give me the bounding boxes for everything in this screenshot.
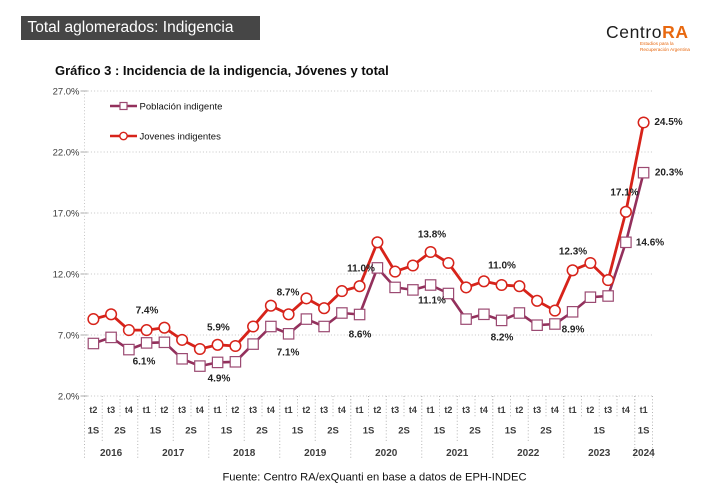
svg-text:2024: 2024 <box>632 448 655 459</box>
svg-text:2S: 2S <box>256 425 268 436</box>
svg-text:CentroRA: CentroRA <box>606 22 689 42</box>
svg-text:13.8%: 13.8% <box>418 230 446 241</box>
svg-text:2020: 2020 <box>375 448 398 459</box>
svg-text:2S: 2S <box>327 425 339 436</box>
svg-text:t3: t3 <box>320 405 328 415</box>
svg-text:t4: t4 <box>338 405 346 415</box>
svg-text:1S: 1S <box>150 425 162 436</box>
svg-text:t3: t3 <box>249 405 257 415</box>
svg-text:2019: 2019 <box>304 448 327 459</box>
svg-text:2S: 2S <box>540 425 552 436</box>
svg-text:t4: t4 <box>267 405 275 415</box>
svg-text:20.3%: 20.3% <box>655 168 683 179</box>
svg-text:2021: 2021 <box>446 448 469 459</box>
svg-text:8.7%: 8.7% <box>277 288 300 299</box>
svg-text:8.9%: 8.9% <box>562 325 585 336</box>
svg-text:1S: 1S <box>221 425 233 436</box>
svg-text:7.4%: 7.4% <box>136 306 159 317</box>
svg-text:14.6%: 14.6% <box>636 238 664 249</box>
svg-text:11.0%: 11.0% <box>488 261 516 272</box>
svg-text:1S: 1S <box>88 425 100 436</box>
svg-text:t1: t1 <box>498 405 506 415</box>
svg-text:11.1%: 11.1% <box>418 296 446 307</box>
svg-text:t1: t1 <box>356 405 364 415</box>
svg-text:12.0%: 12.0% <box>53 269 80 280</box>
svg-text:2S: 2S <box>398 425 410 436</box>
svg-text:Población indigente: Población indigente <box>140 101 223 112</box>
svg-text:2022: 2022 <box>517 448 540 459</box>
svg-text:t2: t2 <box>89 405 97 415</box>
svg-text:t2: t2 <box>231 405 239 415</box>
svg-text:17.1%: 17.1% <box>610 188 638 199</box>
svg-text:t2: t2 <box>160 405 168 415</box>
svg-text:t2: t2 <box>515 405 523 415</box>
svg-text:t1: t1 <box>214 405 222 415</box>
svg-text:t2: t2 <box>302 405 310 415</box>
svg-text:1S: 1S <box>292 425 304 436</box>
svg-text:t3: t3 <box>604 405 612 415</box>
svg-text:t3: t3 <box>391 405 399 415</box>
svg-text:t1: t1 <box>143 405 151 415</box>
svg-text:t4: t4 <box>480 405 488 415</box>
svg-text:Recuperación Argentina: Recuperación Argentina <box>640 47 690 52</box>
svg-text:t3: t3 <box>178 405 186 415</box>
svg-text:t1: t1 <box>640 405 648 415</box>
svg-text:17.0%: 17.0% <box>53 208 80 219</box>
svg-text:1S: 1S <box>593 425 605 436</box>
svg-text:t2: t2 <box>373 405 381 415</box>
svg-text:2S: 2S <box>185 425 197 436</box>
svg-text:1S: 1S <box>505 425 517 436</box>
svg-text:2018: 2018 <box>233 448 256 459</box>
svg-text:27.0%: 27.0% <box>53 86 80 97</box>
svg-text:t4: t4 <box>125 405 133 415</box>
svg-text:t2: t2 <box>586 405 594 415</box>
svg-text:7.1%: 7.1% <box>277 348 300 359</box>
svg-text:6.1%: 6.1% <box>133 357 156 368</box>
svg-text:2S: 2S <box>469 425 481 436</box>
svg-text:2S: 2S <box>114 425 126 436</box>
svg-text:2023: 2023 <box>588 448 611 459</box>
svg-text:2.0%: 2.0% <box>58 391 80 402</box>
svg-text:1S: 1S <box>363 425 375 436</box>
svg-text:2017: 2017 <box>162 448 185 459</box>
svg-text:t3: t3 <box>462 405 470 415</box>
svg-text:1S: 1S <box>638 425 650 436</box>
svg-text:Estudios para la: Estudios para la <box>640 41 674 46</box>
svg-text:t4: t4 <box>551 405 559 415</box>
svg-text:Fuente: Centro RA/exQuanti en: Fuente: Centro RA/exQuanti en base a dat… <box>222 471 526 483</box>
svg-text:22.0%: 22.0% <box>53 147 80 158</box>
svg-text:t1: t1 <box>569 405 577 415</box>
svg-text:t3: t3 <box>107 405 115 415</box>
svg-text:5.9%: 5.9% <box>207 323 230 334</box>
svg-text:11.0%: 11.0% <box>347 264 375 275</box>
svg-text:24.5%: 24.5% <box>654 117 682 128</box>
svg-text:Jovenes indigentes: Jovenes indigentes <box>140 131 222 142</box>
svg-text:7.0%: 7.0% <box>58 330 80 341</box>
svg-text:t4: t4 <box>196 405 204 415</box>
svg-text:t4: t4 <box>409 405 417 415</box>
svg-text:t1: t1 <box>427 405 435 415</box>
svg-text:8.2%: 8.2% <box>491 333 514 344</box>
svg-text:12.3%: 12.3% <box>559 247 587 258</box>
svg-text:2016: 2016 <box>100 448 123 459</box>
svg-text:1S: 1S <box>434 425 446 436</box>
svg-text:t2: t2 <box>444 405 452 415</box>
svg-text:4.9%: 4.9% <box>208 374 231 385</box>
svg-text:8.6%: 8.6% <box>349 330 372 341</box>
svg-text:t3: t3 <box>533 405 541 415</box>
svg-text:t1: t1 <box>285 405 293 415</box>
svg-text:t4: t4 <box>622 405 630 415</box>
